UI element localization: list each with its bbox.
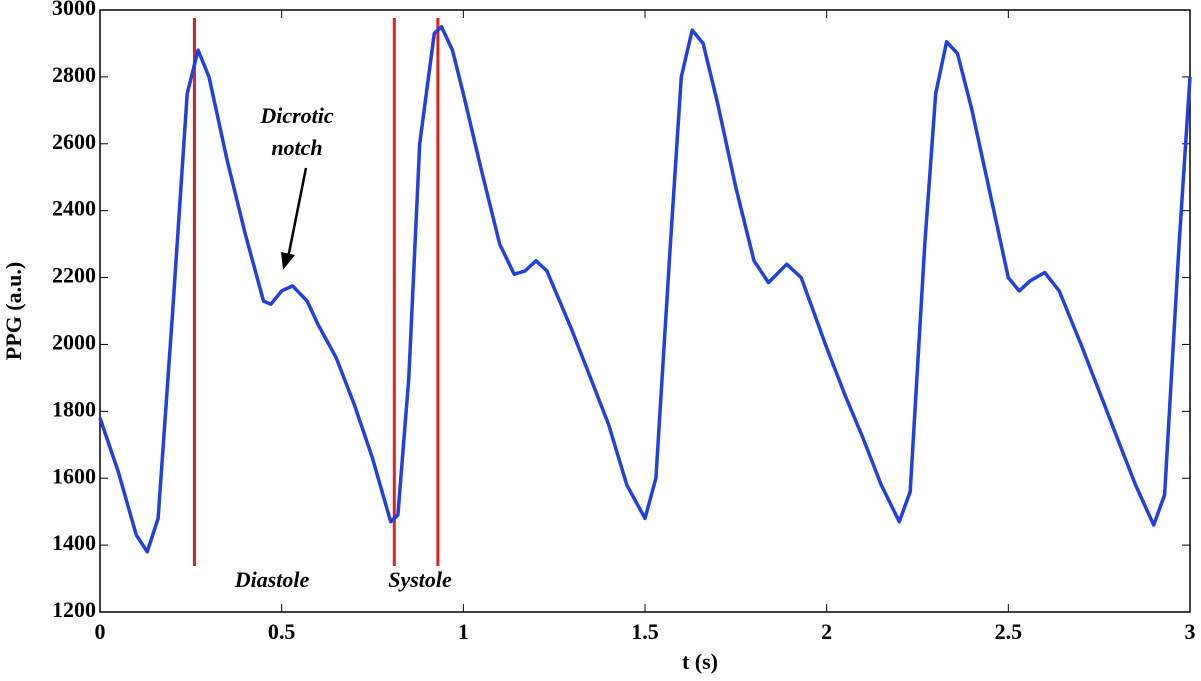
- y-tick-label: 1800: [52, 396, 96, 421]
- y-tick-label: 2800: [52, 62, 96, 87]
- y-tick-label: 2000: [52, 329, 96, 354]
- x-tick-label: 3: [1185, 619, 1196, 644]
- plot-frame: [99, 9, 1191, 613]
- y-tick-label: 2400: [52, 196, 96, 221]
- x-axis-label: t (s): [682, 649, 718, 674]
- annotation: Systole: [388, 567, 452, 592]
- y-tick-label: 2600: [52, 129, 96, 154]
- x-tick-label: 2.5: [995, 619, 1023, 644]
- x-tick-label: 2: [821, 619, 832, 644]
- annotation: Diastole: [234, 567, 310, 592]
- x-tick-label: 0: [95, 619, 106, 644]
- y-tick-label: 3000: [52, 0, 96, 20]
- annotation-arrow: [286, 167, 308, 259]
- y-axis-label: PPG (a.u.): [1, 262, 26, 360]
- x-tick-label: 0.5: [268, 619, 296, 644]
- x-tick-label: 1.5: [631, 619, 659, 644]
- annotation-arrowhead: [281, 252, 295, 270]
- x-tick-label: 1: [458, 619, 469, 644]
- annotation: notch: [271, 135, 322, 160]
- y-tick-label: 2200: [52, 263, 96, 288]
- y-tick-label: 1200: [52, 597, 96, 622]
- series-line: [98, 24, 1192, 554]
- annotation: Dicrotic: [259, 103, 334, 128]
- y-tick-label: 1400: [52, 530, 96, 555]
- y-tick-label: 1600: [52, 463, 96, 488]
